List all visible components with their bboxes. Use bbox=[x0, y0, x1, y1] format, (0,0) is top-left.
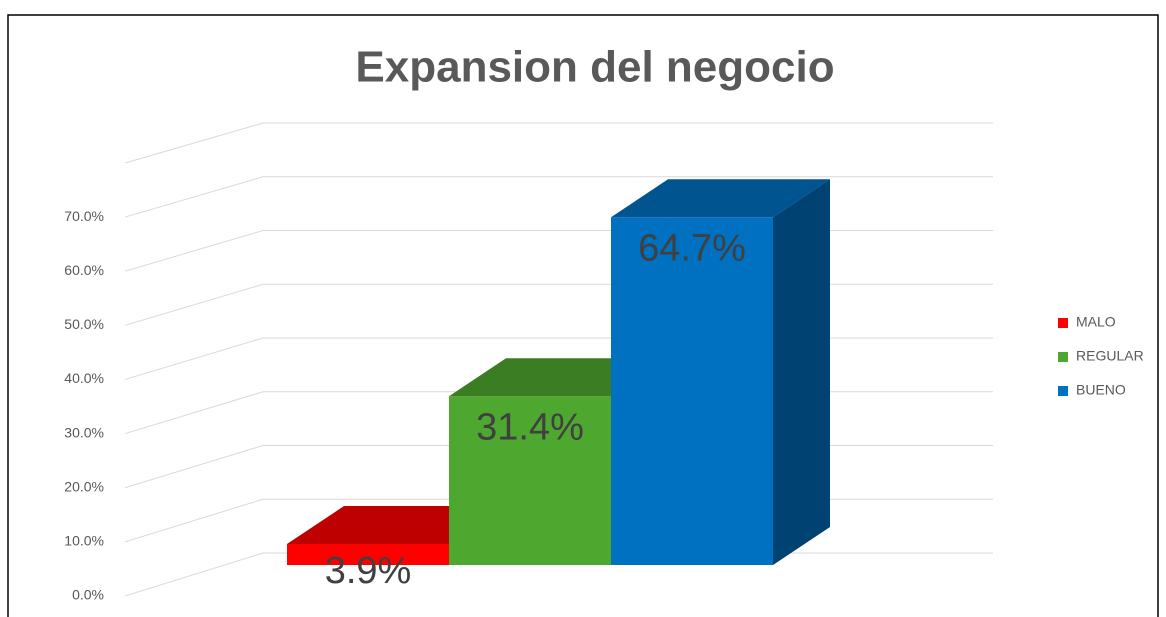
value-label: 31.4% bbox=[476, 406, 584, 448]
grid-line bbox=[124, 552, 264, 597]
legend-label: MALO bbox=[1076, 314, 1116, 330]
grid-line bbox=[124, 176, 264, 218]
y-tick-label: 30.0% bbox=[64, 424, 104, 440]
bar-front bbox=[449, 396, 611, 565]
legend-label: REGULAR bbox=[1076, 348, 1144, 364]
legend-swatch bbox=[1058, 352, 1068, 362]
grid-line bbox=[124, 283, 264, 326]
grid-line bbox=[124, 391, 264, 435]
grid-line bbox=[124, 230, 264, 272]
value-label: 64.7% bbox=[638, 227, 746, 269]
legend-swatch bbox=[1058, 318, 1068, 328]
y-tick-label: 10.0% bbox=[64, 533, 104, 549]
y-tick-label: 70.0% bbox=[64, 208, 104, 224]
bar-side bbox=[773, 179, 830, 566]
y-tick-label: 20.0% bbox=[64, 478, 104, 494]
legend-label: BUENO bbox=[1076, 382, 1126, 398]
bar-top bbox=[611, 179, 830, 218]
bar-front bbox=[287, 544, 449, 565]
value-label: 3.9% bbox=[325, 550, 412, 592]
y-tick-label: 50.0% bbox=[64, 316, 104, 332]
grid-line bbox=[124, 337, 264, 380]
bar-front bbox=[611, 217, 773, 566]
legend-swatch bbox=[1058, 386, 1068, 396]
bar bbox=[611, 179, 830, 566]
y-tick-label: 0.0% bbox=[72, 587, 104, 603]
y-tick-label: 40.0% bbox=[64, 370, 104, 386]
grid-line bbox=[124, 445, 264, 489]
chart-title: Expansion del negocio bbox=[355, 43, 834, 92]
y-tick-label: 60.0% bbox=[64, 262, 104, 278]
grid-line bbox=[124, 122, 264, 164]
grid-line bbox=[124, 498, 264, 543]
